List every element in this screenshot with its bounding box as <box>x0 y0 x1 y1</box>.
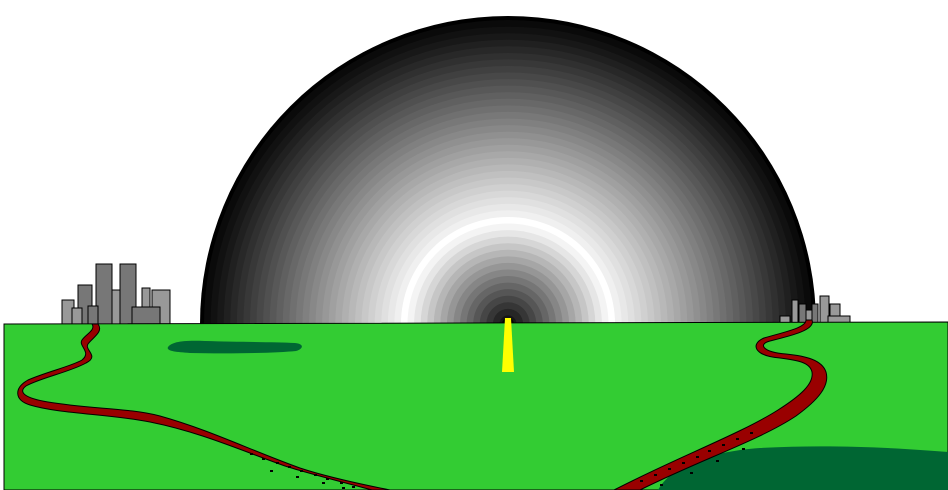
car <box>262 458 265 460</box>
car <box>326 478 329 480</box>
car <box>722 444 725 446</box>
car <box>640 480 643 482</box>
car <box>314 474 317 476</box>
car <box>750 432 753 434</box>
car <box>340 482 343 484</box>
left-city-skyline <box>61 263 171 327</box>
building <box>811 303 819 325</box>
road-right <box>613 319 828 490</box>
car <box>742 448 745 450</box>
car <box>660 484 663 486</box>
car <box>668 468 671 470</box>
car <box>654 474 657 476</box>
light-beam <box>502 318 514 372</box>
building <box>798 303 807 325</box>
car <box>696 456 699 458</box>
car <box>736 438 739 440</box>
cars-on-road <box>250 432 753 489</box>
pond-right <box>658 446 948 490</box>
car <box>342 487 345 489</box>
car <box>708 450 711 452</box>
building <box>71 307 83 327</box>
car <box>682 462 685 464</box>
car <box>296 476 299 478</box>
car <box>300 470 303 472</box>
pond-left <box>167 340 302 354</box>
car <box>276 462 279 464</box>
car <box>270 470 273 472</box>
road-left <box>17 323 391 490</box>
car <box>322 482 325 484</box>
car <box>288 466 291 468</box>
car <box>250 453 253 455</box>
car <box>716 460 719 462</box>
car <box>690 472 693 474</box>
dome <box>200 16 816 325</box>
building <box>111 289 121 327</box>
building <box>131 306 161 327</box>
car <box>352 486 355 488</box>
building <box>791 299 799 325</box>
building <box>87 305 99 327</box>
